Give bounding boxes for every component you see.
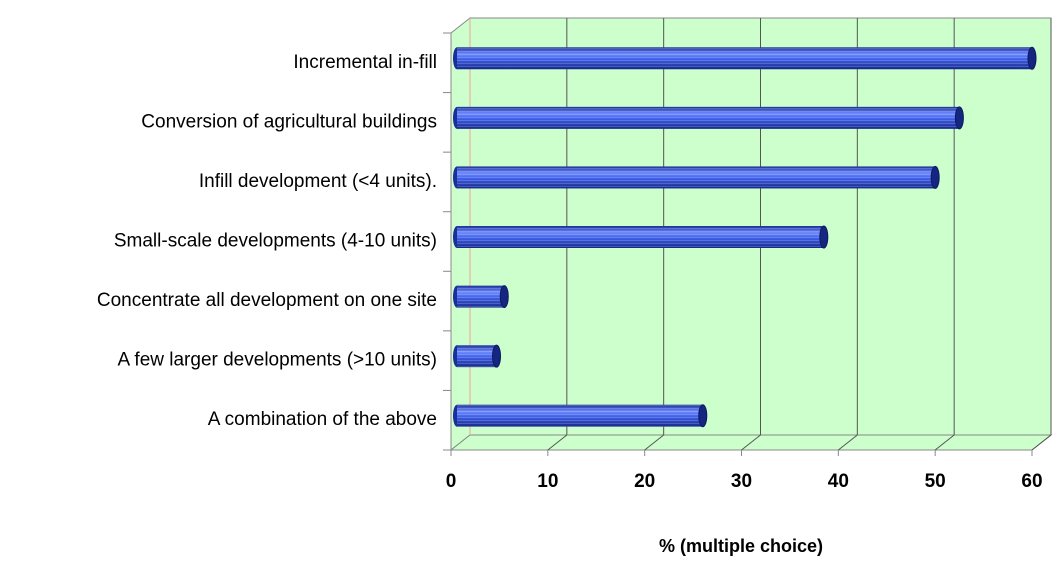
y-tick-label: Incremental in-fill — [293, 52, 437, 73]
x-tick-label: 30 — [731, 471, 752, 492]
x-axis-label: % (multiple choice) — [659, 536, 823, 556]
y-tick-label: A few larger developments (>10 units) — [118, 350, 437, 371]
bar-stripes — [457, 285, 505, 308]
grid-line — [644, 434, 664, 451]
bar-cap — [1027, 46, 1037, 70]
x-tick-label: 20 — [634, 471, 655, 492]
grid-line — [838, 434, 858, 451]
y-tick-label: Concentrate all development on one site — [97, 290, 437, 311]
bar-cap — [698, 404, 708, 428]
y-tick-label: Infill development (<4 units). — [199, 171, 437, 192]
bar — [453, 165, 940, 189]
bar-stripes — [457, 404, 703, 427]
grid-line — [547, 434, 568, 451]
bar-cap — [819, 225, 829, 249]
bar — [453, 106, 964, 130]
y-tick-label: Small-scale developments (4-10 units) — [114, 231, 437, 252]
x-tick-label: 60 — [1021, 471, 1042, 492]
x-tick-label: 0 — [446, 471, 457, 492]
bar — [453, 344, 502, 368]
bar-cap — [954, 106, 964, 130]
bar-stripes — [457, 166, 936, 189]
bar-stripes — [457, 345, 497, 368]
grid-line — [934, 434, 955, 451]
bar — [453, 225, 829, 249]
y-tick-label: Conversion of agricultural buildings — [141, 111, 437, 132]
bar — [453, 46, 1037, 70]
bar-cap — [499, 285, 509, 309]
x-tick-label: 40 — [828, 471, 849, 492]
bar-stripes — [457, 106, 960, 129]
y-tick-label: A combination of the above — [208, 409, 437, 430]
bar — [453, 285, 509, 309]
grid-line — [741, 434, 761, 451]
bar-cap — [492, 344, 502, 368]
bar-cap — [930, 165, 940, 189]
bar-stripes — [457, 47, 1032, 70]
x-tick-label: 50 — [925, 471, 946, 492]
bar — [453, 404, 708, 428]
x-tick-label: 10 — [537, 471, 558, 492]
grid-line — [1031, 434, 1052, 451]
bar-stripes — [457, 226, 824, 248]
